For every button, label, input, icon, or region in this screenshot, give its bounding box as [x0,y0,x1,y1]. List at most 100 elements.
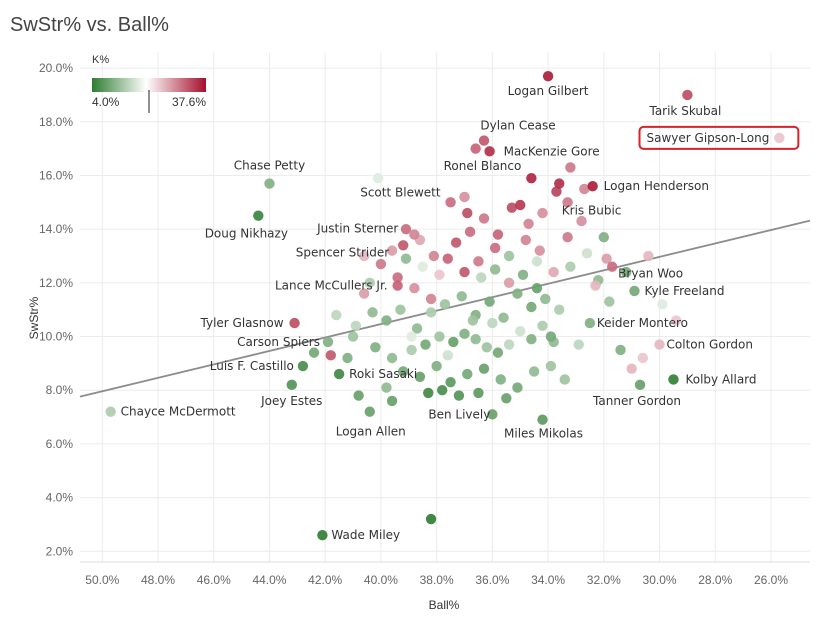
data-point[interactable] [350,320,362,331]
data-point[interactable] [626,363,637,374]
data-point[interactable] [470,334,481,345]
data-point[interactable] [425,293,437,305]
data-point[interactable] [358,288,370,299]
data-point[interactable] [498,312,509,323]
data-point[interactable] [423,387,434,399]
data-point[interactable] [548,266,559,278]
data-point[interactable] [395,304,406,315]
data-point[interactable] [308,347,320,358]
data-point[interactable] [464,226,476,238]
data-point[interactable] [537,320,548,331]
data-point[interactable] [526,301,537,313]
data-point-tyler-glasnow[interactable] [289,317,300,329]
data-point[interactable] [459,328,470,340]
data-point[interactable] [406,344,417,356]
data-point[interactable] [448,336,459,348]
data-point[interactable] [545,331,557,342]
data-point[interactable] [671,315,682,326]
data-point[interactable] [364,277,375,289]
data-point[interactable] [576,215,587,227]
data-point[interactable] [512,288,523,299]
data-point[interactable] [434,269,445,280]
data-point[interactable] [442,253,453,264]
data-point[interactable] [462,368,473,380]
data-point[interactable] [517,269,529,280]
data-point[interactable] [531,256,543,267]
data-point[interactable] [425,307,437,318]
data-point[interactable] [534,245,545,256]
data-point[interactable] [453,390,465,401]
data-point[interactable] [375,258,387,270]
data-point-miles-mikolas[interactable] [537,414,548,425]
data-point-lance-mccullers-jr-[interactable] [392,280,403,291]
data-point[interactable] [478,363,490,374]
data-point[interactable] [565,162,576,173]
data-point[interactable] [545,360,557,372]
data-point[interactable] [601,253,612,264]
data-point[interactable] [476,272,487,283]
data-point[interactable] [456,291,467,302]
data-point[interactable] [459,266,470,278]
data-point[interactable] [579,183,590,195]
data-point-mackenzie-gore[interactable] [484,146,495,157]
data-point[interactable] [417,261,428,272]
data-point[interactable] [381,382,392,393]
data-point[interactable] [489,264,501,275]
data-point[interactable] [470,143,481,154]
data-point[interactable] [386,352,398,364]
data-point[interactable] [503,277,515,289]
data-point[interactable] [431,360,442,372]
data-point[interactable] [562,232,573,243]
data-point-roki-sasaki[interactable] [333,368,345,380]
data-point-kyle-freeland[interactable] [629,285,640,297]
data-point-scott-blewett[interactable] [445,197,456,208]
data-point[interactable] [347,331,359,342]
data-point[interactable] [492,347,504,358]
data-point[interactable] [462,207,473,219]
data-point-luis-f-castillo[interactable] [297,360,309,372]
data-point[interactable] [325,350,336,361]
data-point[interactable] [442,350,453,361]
data-point-chayce-mcdermott[interactable] [105,406,116,417]
data-point[interactable] [492,229,504,240]
data-point[interactable] [381,315,392,326]
data-point[interactable] [434,331,445,342]
data-point-kris-bubic[interactable] [562,197,573,208]
data-point[interactable] [501,393,512,404]
data-point[interactable] [398,366,409,377]
data-point[interactable] [503,250,515,262]
data-point[interactable] [503,339,515,350]
data-point[interactable] [554,178,565,189]
data-point[interactable] [531,283,543,294]
data-point[interactable] [353,390,364,401]
data-point[interactable] [573,339,584,350]
data-point[interactable] [400,223,412,235]
data-point[interactable] [523,218,534,229]
data-point[interactable] [604,296,615,307]
data-point[interactable] [487,317,498,329]
data-point-tanner-gordon[interactable] [634,379,646,391]
data-point[interactable] [420,339,431,350]
data-point[interactable] [506,202,518,213]
data-point[interactable] [459,191,470,203]
data-point[interactable] [473,387,484,399]
data-point[interactable] [515,199,526,211]
data-point[interactable] [565,261,576,272]
data-point-logan-henderson[interactable] [587,181,598,192]
data-point[interactable] [445,376,456,388]
data-point-tarik-skubal[interactable] [682,89,693,101]
data-point[interactable] [590,280,601,291]
data-point[interactable] [406,331,417,342]
data-point[interactable] [437,385,448,396]
data-point[interactable] [528,366,540,377]
data-point-logan-gilbert[interactable] [542,70,554,82]
data-point[interactable] [367,307,378,318]
data-point[interactable] [643,250,654,262]
data-point[interactable] [620,266,632,278]
data-point[interactable] [386,395,398,407]
data-point-wade-miley[interactable] [317,529,328,541]
data-point[interactable] [559,374,571,385]
data-point-carson-spiers[interactable] [322,336,334,348]
data-point[interactable] [484,296,495,307]
data-point[interactable] [581,248,593,259]
